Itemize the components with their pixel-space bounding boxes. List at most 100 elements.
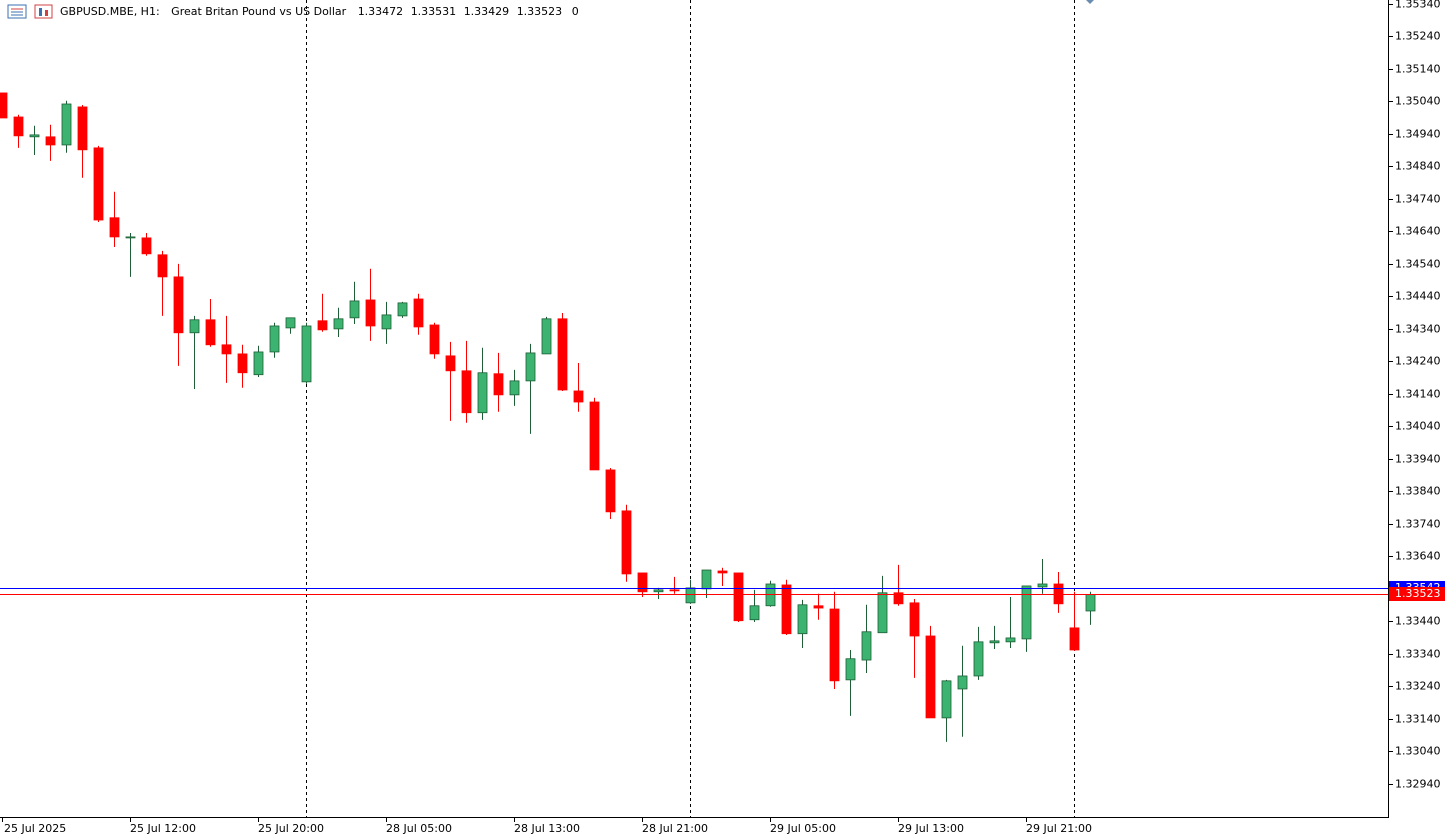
candle-body (365, 299, 376, 327)
y-tick-label: 1.34240 (1395, 355, 1441, 368)
x-tick-label: 29 Jul 05:00 (770, 822, 836, 835)
y-tick-label: 1.33840 (1395, 485, 1441, 498)
x-tick-label: 28 Jul 21:00 (642, 822, 708, 835)
candle-body (557, 318, 568, 391)
candle-body (157, 254, 168, 278)
y-tick-label: 1.35240 (1395, 30, 1441, 43)
description: Great Britan Pound vs US Dollar (171, 5, 346, 18)
candle-body (749, 605, 760, 621)
candle-body (237, 353, 248, 374)
icon-bar (39, 8, 42, 16)
icon-chart (34, 4, 53, 19)
symbol: GBPUSD.MBE, H1: (60, 5, 160, 18)
candle-body (493, 373, 504, 396)
candle-body (0, 92, 8, 119)
candle-body (285, 317, 296, 329)
y-tick-label: 1.33340 (1395, 648, 1441, 661)
shift-marker (1086, 0, 1094, 4)
candle-body (1053, 583, 1064, 605)
candle-body (733, 572, 744, 622)
icon-bar (45, 10, 48, 16)
candle-body (173, 276, 184, 334)
candle-body (813, 605, 824, 609)
candle-body (1021, 585, 1032, 640)
y-tick-label: 1.34740 (1395, 193, 1441, 206)
candle-body (349, 300, 360, 319)
y-tick-label: 1.34140 (1395, 388, 1441, 401)
candle-body (61, 103, 72, 146)
y-tick-label: 1.35040 (1395, 95, 1441, 108)
candle-body (413, 298, 424, 328)
candle-body (845, 658, 856, 681)
candle-body (861, 631, 872, 661)
header-high: 1.33531 (411, 5, 457, 18)
candle-body (301, 325, 312, 383)
y-tick-label: 1.34340 (1395, 323, 1441, 336)
y-tick-label: 1.34440 (1395, 290, 1441, 303)
price-label-box (1389, 587, 1445, 601)
y-tick-label: 1.33740 (1395, 518, 1441, 531)
candle-body (397, 302, 408, 317)
candle-body (1005, 637, 1016, 643)
candle-body (109, 217, 120, 238)
x-tick-label: 29 Jul 13:00 (898, 822, 964, 835)
x-tick-label: 25 Jul 20:00 (258, 822, 324, 835)
y-tick-label: 1.34640 (1395, 225, 1441, 238)
candle-body (605, 469, 616, 513)
chart-header: GBPUSD.MBE, H1: Great Britan Pound vs US… (60, 5, 579, 18)
x-tick-label: 29 Jul 21:00 (1026, 822, 1092, 835)
candle-body (829, 608, 840, 682)
x-tick-label: 25 Jul 12:00 (130, 822, 196, 835)
candle-body (685, 587, 696, 604)
y-tick-label: 1.33140 (1395, 713, 1441, 726)
y-tick-label: 1.34540 (1395, 258, 1441, 271)
candle-body (45, 136, 56, 146)
y-tick-label: 1.35140 (1395, 63, 1441, 76)
y-tick-label: 1.34940 (1395, 128, 1441, 141)
candle-body (573, 390, 584, 403)
y-tick-label: 1.33040 (1395, 745, 1441, 758)
candle-body (333, 318, 344, 330)
y-tick-label: 1.32940 (1395, 778, 1441, 791)
y-tick-label: 1.33640 (1395, 550, 1441, 563)
header-close: 1.33523 (517, 5, 563, 18)
header-open: 1.33472 (358, 5, 404, 18)
candle-body (1037, 583, 1048, 588)
y-tick-label: 1.34040 (1395, 420, 1441, 433)
candle-body (13, 116, 24, 137)
candle-body (269, 325, 280, 353)
candle-body (589, 401, 600, 471)
candle-body (893, 592, 904, 605)
y-tick-label: 1.34840 (1395, 160, 1441, 173)
candle-body (189, 319, 200, 334)
candle-body (525, 352, 536, 382)
y-tick-label: 1.33940 (1395, 453, 1441, 466)
toolbar-icons (7, 4, 53, 19)
candle-body (1069, 627, 1080, 651)
candle-body (77, 106, 88, 151)
candle-body (461, 370, 472, 414)
candle-body (941, 680, 952, 719)
header-suffix: 0 (572, 5, 579, 18)
candle-body (717, 570, 728, 574)
candle-body (125, 236, 136, 239)
candle-body (973, 641, 984, 677)
candle-body (141, 237, 152, 255)
candle-body (317, 320, 328, 331)
y-tick-label: 1.33440 (1395, 615, 1441, 628)
candle-body (29, 134, 40, 138)
candle-body (381, 314, 392, 330)
candle-body (989, 640, 1000, 644)
candle-body (477, 372, 488, 414)
candle-body (925, 635, 936, 719)
candle-body (669, 589, 680, 592)
candle-body (621, 510, 632, 575)
candle-body (445, 355, 456, 372)
candle-body (877, 592, 888, 634)
candle-body (93, 147, 104, 221)
candle-body (205, 319, 216, 346)
candle-body (701, 569, 712, 590)
price-label: 1.33523 (1395, 587, 1441, 600)
